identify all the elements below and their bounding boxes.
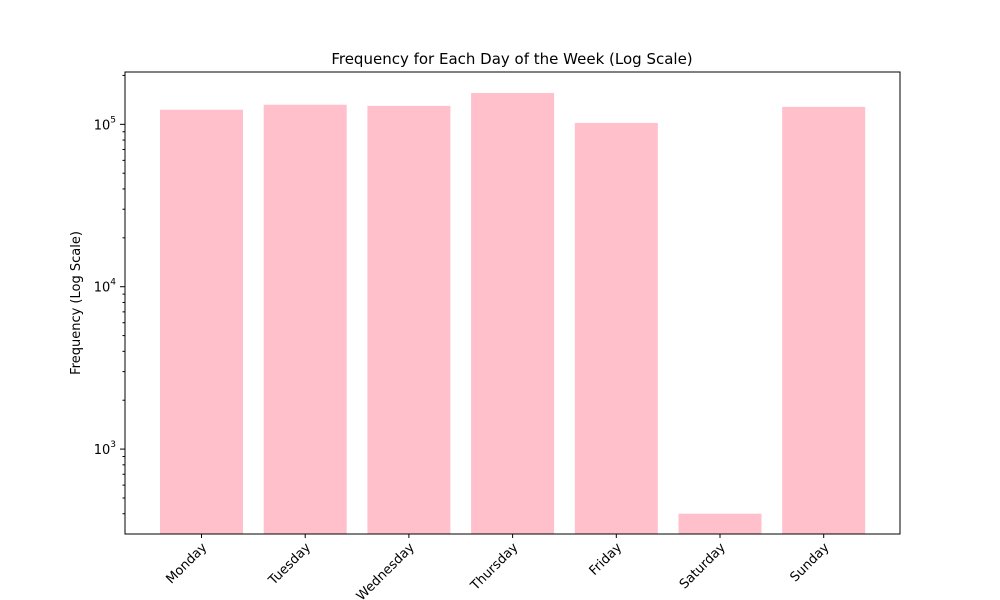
x-tick-label-tuesday: Tuesday (265, 540, 314, 589)
bar-sunday (782, 106, 866, 535)
y-tick-label: 105 (94, 115, 116, 133)
x-tick-label-saturday: Saturday (677, 540, 729, 592)
bar-thursday (471, 92, 555, 534)
y-tick-label: 104 (94, 278, 117, 296)
chart-title: Frequency for Each Day of the Week (Log … (331, 50, 692, 68)
bar-monday (160, 109, 243, 534)
x-tick-label-wednesday: Wednesday (354, 540, 418, 600)
bar-wednesday (367, 105, 451, 534)
x-ticks-group: Monday Tuesday Wednesday Thursday Friday Satu… (163, 534, 833, 600)
y-axis-label: Frequency (Log Scale) (69, 231, 84, 375)
x-tick-label-monday: Monday (163, 540, 210, 587)
y-tick-label: 103 (94, 440, 116, 458)
y-ticks-group: 103 104 105 (94, 74, 125, 515)
x-tick-label-thursday: Thursday (467, 540, 521, 594)
bar-friday (574, 122, 658, 534)
bars-group (160, 92, 866, 535)
bar-tuesday (263, 104, 347, 535)
x-tick-label-sunday: Sunday (788, 540, 833, 585)
plot-frame (124, 71, 901, 535)
bar-saturday (678, 513, 762, 534)
x-tick-label-friday: Friday (587, 540, 626, 579)
